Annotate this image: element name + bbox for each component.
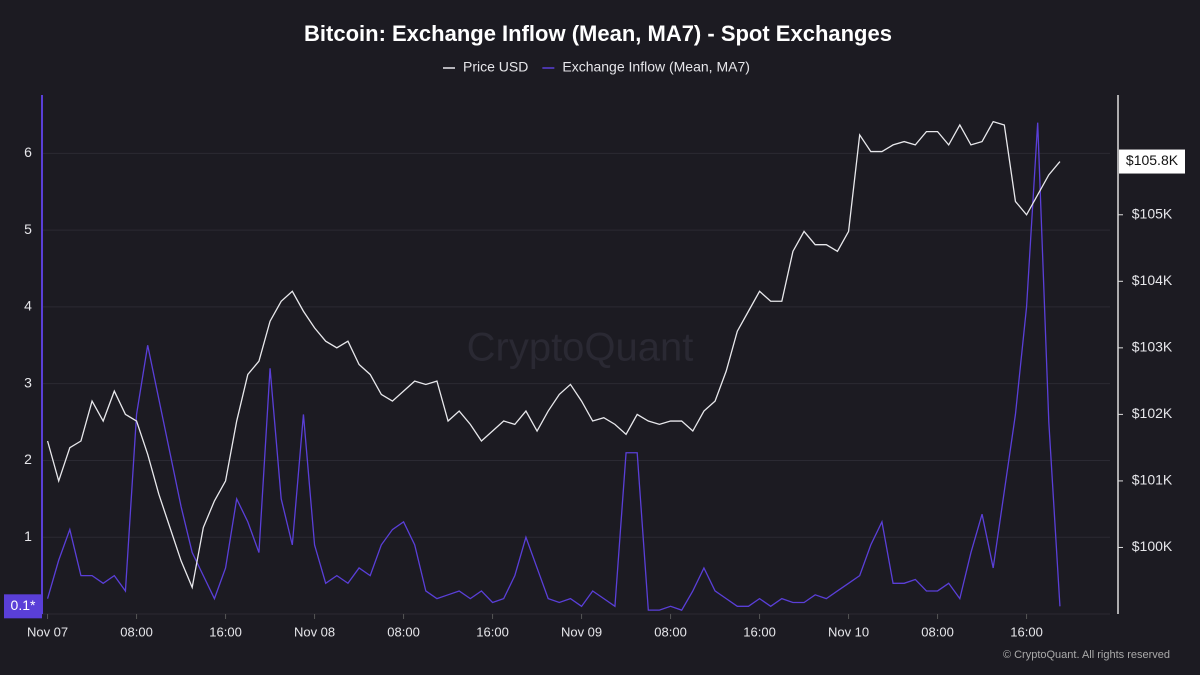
x-tick-label: Nov 08 (294, 624, 335, 639)
x-tick-label: Nov 09 (561, 624, 602, 639)
y-tick-label: 2 (24, 451, 32, 467)
y2-tick-label: $104K (1132, 272, 1173, 288)
legend: Price USD Exchange Inflow (Mean, MA7) (443, 59, 750, 75)
series-line (46, 122, 1061, 611)
y-tick-label: 3 (24, 374, 32, 390)
current-badge (4, 594, 42, 619)
current-label: $105.8K (1126, 152, 1179, 168)
y-tick-label: 4 (24, 298, 32, 314)
current-badge (1119, 149, 1185, 174)
x-tick-label: 16:00 (1010, 624, 1043, 639)
y2-tick-label: $103K (1132, 339, 1173, 355)
legend-label: Exchange Inflow (Mean, MA7) (562, 59, 750, 75)
watermark: CryptoQuant (467, 326, 694, 370)
x-tick-label: Nov 10 (828, 624, 869, 639)
y-tick-label: 5 (24, 221, 32, 237)
y2-tick-label: $101K (1132, 472, 1173, 488)
footer: © CryptoQuant. All rights reserved (1003, 649, 1170, 661)
x-tick-label: 08:00 (921, 624, 954, 639)
chart-title: Bitcoin: Exchange Inflow (Mean, MA7) - S… (304, 21, 892, 46)
x-tick-label: 08:00 (387, 624, 420, 639)
y2-tick-label: $102K (1132, 405, 1173, 421)
y2-tick-label: $100K (1132, 538, 1173, 554)
x-tick-label: 16:00 (743, 624, 776, 639)
x-tick-label: 16:00 (476, 624, 509, 639)
y-tick-label: 1 (24, 528, 32, 544)
x-tick-label: 16:00 (209, 624, 242, 639)
x-tick-label: Nov 07 (27, 624, 68, 639)
current-label: 0.1* (11, 597, 36, 613)
y2-tick-label: $105K (1132, 205, 1173, 221)
y-tick-label: 6 (24, 144, 32, 160)
x-tick-label: 08:00 (120, 624, 153, 639)
series-line (46, 120, 1061, 590)
x-tick-label: 08:00 (654, 624, 687, 639)
legend-label: Price USD (463, 59, 528, 75)
